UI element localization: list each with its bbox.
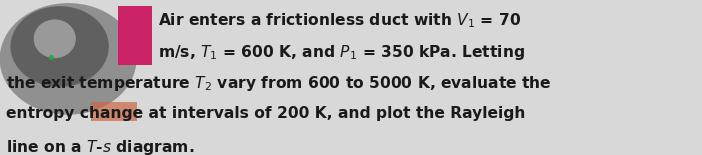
Ellipse shape bbox=[0, 3, 137, 115]
Text: line on a $T$-$s$ diagram.: line on a $T$-$s$ diagram. bbox=[6, 138, 194, 155]
Text: the exit temperature $T_2$ vary from 600 to 5000 K, evaluate the: the exit temperature $T_2$ vary from 600… bbox=[6, 74, 551, 93]
Text: m/s, $T_1$ = 600 K, and $P_1$ = 350 kPa. Letting: m/s, $T_1$ = 600 K, and $P_1$ = 350 kPa.… bbox=[158, 43, 525, 62]
Bar bbox=[118, 6, 152, 65]
Text: Air enters a frictionless duct with $V_1$ = 70: Air enters a frictionless duct with $V_1… bbox=[158, 11, 521, 30]
Ellipse shape bbox=[34, 19, 76, 58]
Bar bbox=[3, 0, 156, 152]
Bar bbox=[91, 102, 137, 121]
Text: entropy change at intervals of 200 K, and plot the Rayleigh: entropy change at intervals of 200 K, an… bbox=[6, 106, 525, 121]
Ellipse shape bbox=[11, 6, 109, 87]
